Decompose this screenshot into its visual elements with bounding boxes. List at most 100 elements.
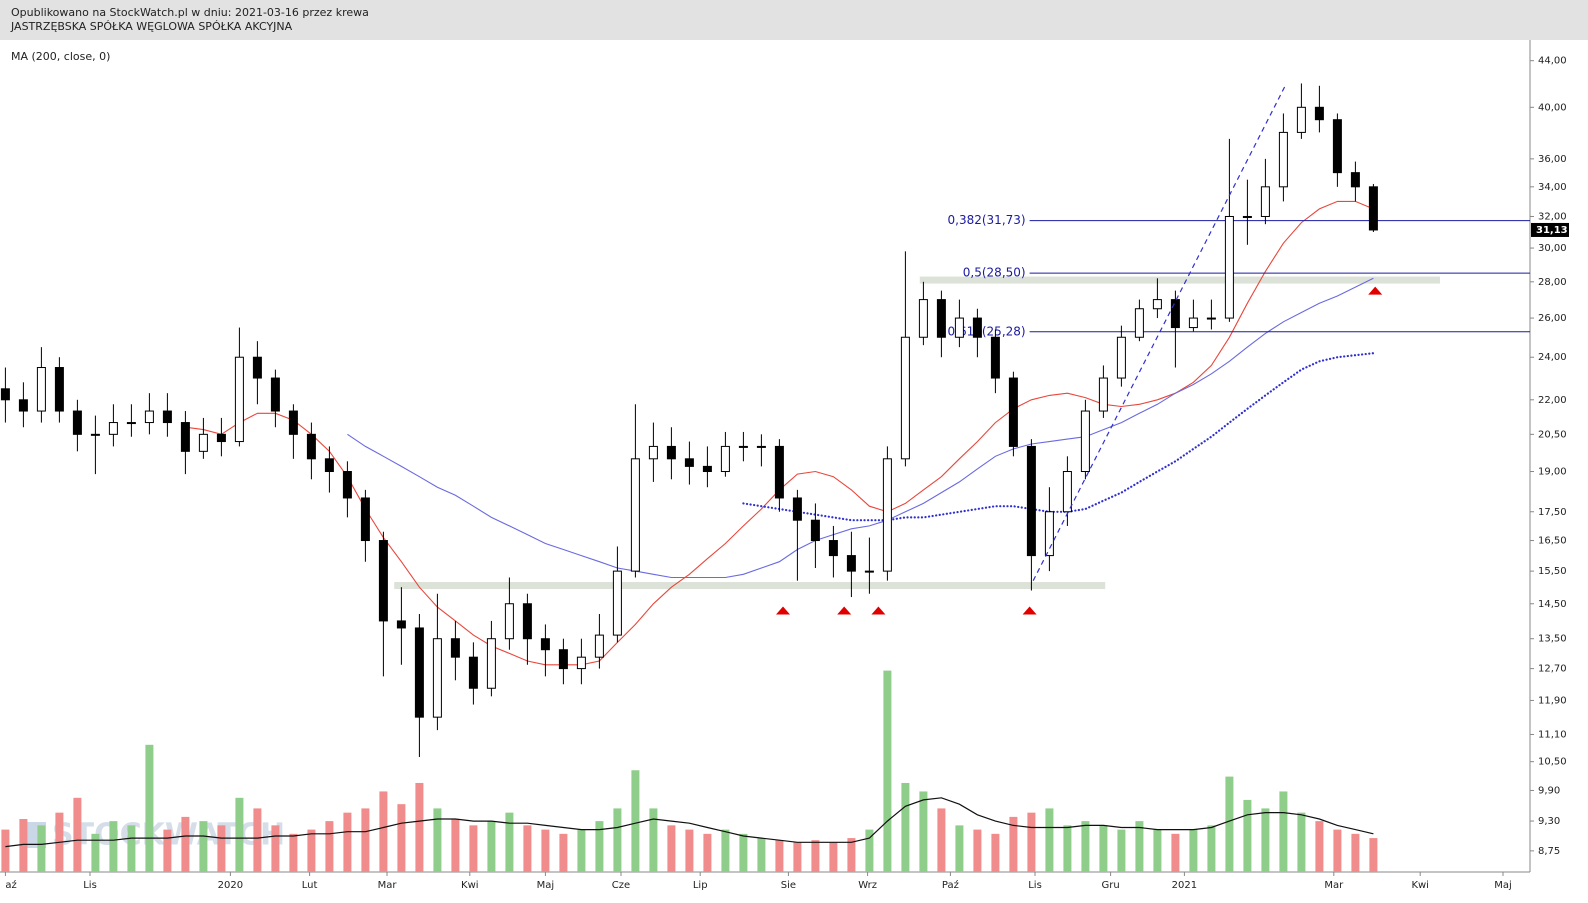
candle-body: [846, 555, 856, 572]
x-tick-label: Sie: [781, 880, 796, 891]
candle-body: [72, 410, 82, 435]
x-tick-label: Mar: [378, 880, 398, 891]
candle-body: [1044, 511, 1054, 557]
y-tick-label: 10,50: [1538, 757, 1567, 768]
candle-body: [504, 603, 514, 640]
volume-bar: [901, 782, 910, 872]
last-price-box: [1531, 222, 1569, 237]
volume-bar: [325, 821, 334, 872]
volume-bar: [1, 829, 10, 872]
volume-bar: [631, 770, 640, 872]
y-tick-label: 22,00: [1538, 395, 1567, 406]
y-tick-label: 11,90: [1538, 695, 1567, 706]
volume-bar: [1315, 821, 1324, 872]
volume-bar: [541, 829, 550, 872]
volume-bar: [217, 825, 226, 872]
fib-label: 0,618(25,28): [948, 324, 1026, 338]
y-tick-label: 26,00: [1538, 313, 1567, 324]
volume-bar: [1027, 812, 1036, 872]
volume-bar: [883, 670, 892, 872]
y-tick-label: 14,50: [1538, 599, 1567, 610]
x-tick-label: Cze: [612, 880, 630, 891]
volume-bar: [595, 821, 604, 872]
last-price-label: 31,13: [1536, 225, 1568, 236]
volume-bar: [559, 833, 568, 872]
y-tick-label: 36,00: [1538, 154, 1567, 165]
candle-body: [1332, 119, 1342, 174]
volume-bar: [433, 808, 442, 872]
x-tick-label: Mar: [1324, 880, 1344, 891]
y-tick-label: 17,50: [1538, 507, 1567, 518]
volume-bar: [379, 791, 388, 872]
y-tick-label: 28,00: [1538, 277, 1567, 288]
x-tick-label: 2021: [1172, 880, 1197, 891]
candle-body: [54, 367, 64, 412]
y-tick-label: 44,00: [1538, 56, 1567, 67]
volume-bar: [811, 840, 820, 872]
volume-bar: [1045, 808, 1054, 872]
signal-marker: [837, 606, 852, 615]
support-zone: [919, 276, 1440, 284]
candle-body: [360, 497, 370, 542]
volume-bar: [235, 797, 244, 872]
volume-bar: [469, 825, 478, 872]
volume-bar: [1243, 799, 1252, 872]
volume-bar: [523, 825, 532, 872]
candle-body: [1080, 410, 1090, 473]
candle-body: [198, 433, 208, 452]
volume-bar: [1333, 829, 1342, 872]
volume-bar: [1063, 825, 1072, 872]
candle-body: [216, 433, 226, 443]
candle-body: [1008, 377, 1018, 447]
candle-body: [378, 540, 388, 622]
indicator-label: MA (200, close, 0): [11, 50, 110, 63]
volume-bar: [415, 782, 424, 872]
volume-bar: [145, 744, 154, 872]
volume-bar: [955, 825, 964, 872]
candle-body: [1116, 336, 1126, 379]
volume-bar: [1189, 829, 1198, 872]
volume-bar: [181, 816, 190, 872]
support-zone: [394, 582, 1106, 590]
y-tick-label: 15,50: [1538, 566, 1567, 577]
volume-bar: [685, 829, 694, 872]
candle-body: [558, 649, 568, 670]
y-tick-label: 12,70: [1538, 664, 1567, 675]
y-tick-label: 30,00: [1538, 243, 1567, 254]
volume-bar: [1117, 829, 1126, 872]
volume-bar: [487, 821, 496, 872]
candle-body: [1242, 215, 1252, 218]
volume-bar: [577, 829, 586, 872]
candle-body: [486, 638, 496, 689]
candle-body: [774, 445, 784, 499]
x-tick-label: Kwi: [1411, 880, 1429, 891]
x-tick-label: Maj: [537, 880, 555, 891]
volume-bar: [289, 833, 298, 872]
candle-body: [234, 356, 244, 443]
volume-bar: [253, 808, 262, 872]
y-tick-label: 9,30: [1538, 816, 1560, 827]
candle-body: [1296, 106, 1306, 133]
candle-body: [162, 410, 172, 424]
volume-bar: [613, 808, 622, 872]
volume-bar: [865, 829, 874, 872]
y-tick-label: 19,00: [1538, 467, 1567, 478]
y-tick-label: 32,00: [1538, 211, 1567, 222]
y-tick-label: 24,00: [1538, 352, 1567, 363]
candle-body: [18, 399, 28, 412]
candle-body: [540, 638, 550, 651]
candle-body: [828, 540, 838, 557]
x-tick-label: Kwi: [461, 880, 479, 891]
y-tick-label: 13,50: [1538, 634, 1567, 645]
y-tick-label: 40,00: [1538, 102, 1567, 113]
candle-body: [450, 638, 460, 658]
candle-body: [648, 445, 658, 460]
signal-marker: [1368, 286, 1383, 295]
volume-bar: [703, 833, 712, 872]
volume-bar: [793, 842, 802, 872]
volume-bar: [1099, 825, 1108, 872]
candle-body: [288, 410, 298, 435]
candle-body: [342, 471, 352, 499]
volume-bar: [199, 821, 208, 872]
